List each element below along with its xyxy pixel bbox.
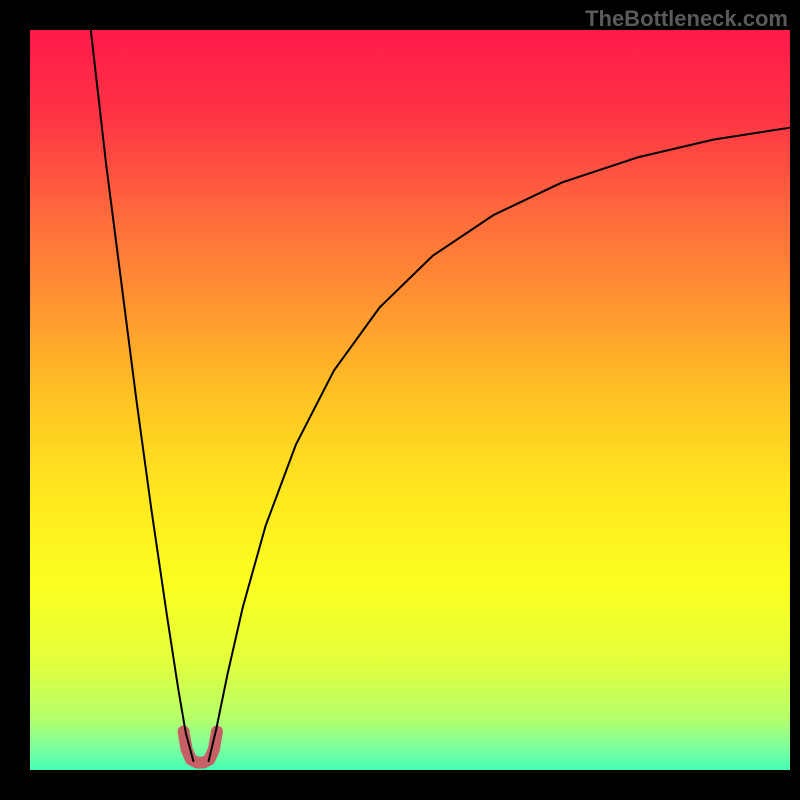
- chart-container: TheBottleneck.com: [0, 0, 800, 800]
- watermark-text: TheBottleneck.com: [585, 6, 788, 32]
- gradient-background: [30, 30, 790, 770]
